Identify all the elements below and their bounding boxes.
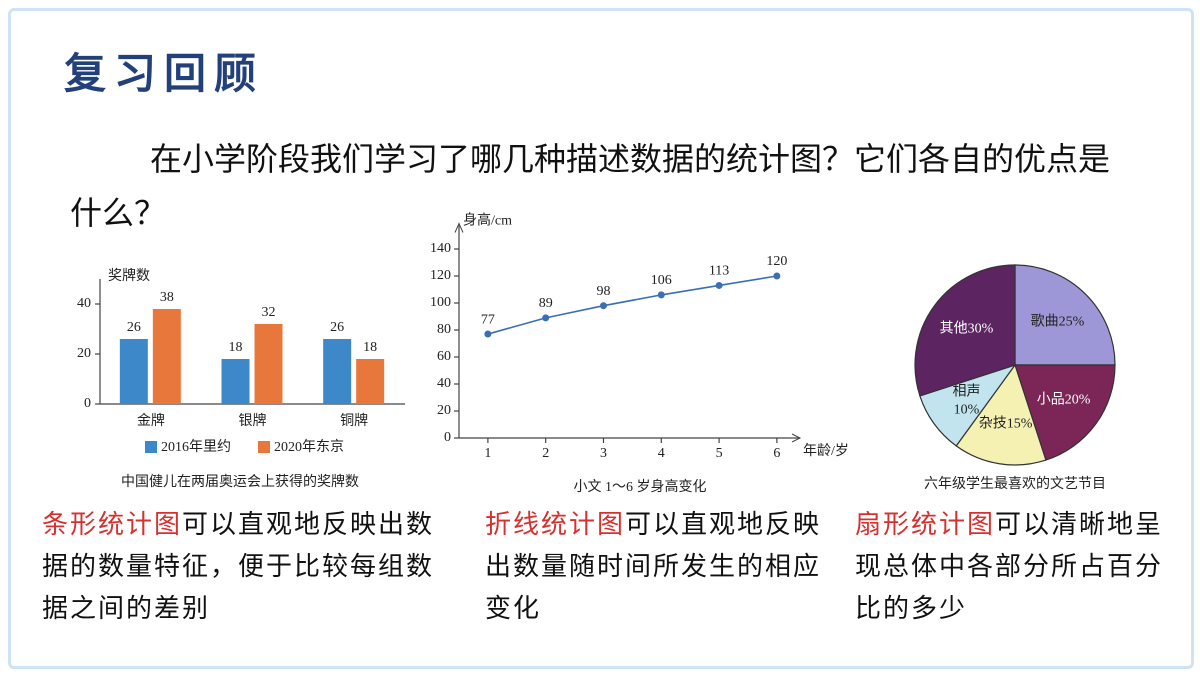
slice-label: 歌曲25%: [1031, 314, 1085, 330]
value-label: 26: [127, 320, 141, 335]
slice-category: 相声: [952, 383, 980, 399]
x-tick-label: 3: [600, 446, 607, 461]
question: 在小学阶段我们学习了哪几种描述数据的统计图？它们各自的优点是什么？: [70, 140, 1111, 232]
y-tick-label: 80: [437, 322, 451, 337]
y-tick-label: 0: [444, 430, 451, 445]
slice-label: 杂技15%: [979, 415, 1033, 431]
x-tick-label: 4: [658, 446, 665, 461]
slice: [1014, 264, 1116, 366]
legend-label: 2016年里约: [161, 439, 231, 455]
bar: [254, 324, 283, 404]
x-tick-label: 金牌: [137, 412, 165, 429]
slice-value: 10%: [954, 402, 980, 417]
note-text: 可以清晰地呈现总体中各部分所占百分比的多少: [855, 510, 1164, 624]
caption: 小文 1～6 岁身高变化: [574, 478, 707, 495]
y-tick-label: 100: [430, 295, 451, 310]
bar: [323, 339, 352, 404]
value-label: 89: [539, 296, 553, 311]
slice-category: 杂技: [979, 415, 1007, 431]
point: [484, 330, 492, 338]
x-tick-label: 5: [716, 446, 723, 461]
slice-value: 20%: [1065, 392, 1091, 407]
y-tick-label: 20: [437, 403, 451, 418]
y-tick-label: 120: [430, 268, 451, 283]
note: 折线统计图可以直观地反映出数量随时间所发生的相应变化: [485, 504, 830, 630]
bar: [356, 359, 385, 404]
axis-arrow: [454, 222, 464, 233]
slice-category: 其他: [940, 321, 968, 337]
slice: [955, 363, 1047, 466]
slice: [914, 264, 1016, 397]
legend-label: 2020年东京: [274, 439, 344, 455]
point: [715, 281, 723, 289]
value-label: 26: [330, 320, 344, 335]
x-tick-label: 铜牌: [340, 412, 368, 429]
value-label: 98: [596, 284, 610, 299]
x-tick-label: 1: [484, 446, 491, 461]
y-axis-label: 身高/cm: [463, 212, 512, 229]
x-tick-label: 2: [542, 446, 549, 461]
point: [542, 314, 550, 322]
note: 扇形统计图可以清晰地呈现总体中各部分所占百分比的多少: [855, 504, 1185, 630]
value-label: 120: [766, 254, 787, 269]
y-axis-label: 奖牌数: [108, 267, 150, 284]
legend-swatch: [258, 441, 270, 453]
value-label: 18: [229, 340, 243, 355]
slice-label: 小品20%: [1037, 391, 1091, 407]
slice-category: 小品: [1037, 391, 1065, 407]
value-label: 113: [709, 264, 729, 279]
point: [773, 272, 781, 280]
note-text: 可以直观地反映出数量随时间所发生的相应变化: [485, 510, 822, 624]
axis-arrow: [791, 433, 802, 443]
bar: [221, 359, 250, 404]
y-tick-label: 0: [84, 396, 91, 411]
y-tick-label: 40: [437, 376, 451, 391]
y-tick-label: 60: [437, 349, 451, 364]
value-label: 18: [363, 340, 377, 355]
x-axis-label: 年龄/岁: [803, 443, 849, 459]
caption: 六年级学生最喜欢的文艺节目: [924, 476, 1106, 492]
note-term: 扇形统计图: [855, 510, 996, 540]
slice-value: 15%: [1007, 416, 1033, 431]
frame: [8, 8, 1194, 669]
y-tick-label: 40: [77, 296, 91, 311]
slice-category: 歌曲: [1031, 314, 1059, 330]
note-term: 折线统计图: [485, 510, 626, 540]
title: 复习回顾: [64, 49, 265, 98]
y-tick-label: 140: [430, 241, 451, 256]
value-label: 32: [262, 305, 276, 320]
caption: 中国健儿在两届奥运会上获得的奖牌数: [121, 473, 359, 490]
x-tick-label: 6: [773, 446, 780, 461]
x-tick-label: 银牌: [239, 412, 267, 429]
line: [487, 275, 778, 335]
note-term: 条形统计图: [42, 510, 183, 540]
point: [657, 291, 665, 299]
bar: [152, 309, 181, 404]
point: [599, 302, 607, 310]
bar: [119, 339, 148, 404]
value-label: 38: [160, 290, 174, 305]
value-label: 106: [651, 273, 672, 288]
legend-swatch: [145, 441, 157, 453]
value-label: 77: [481, 312, 495, 327]
note: 条形统计图可以直观地反映出数据的数量特征，便于比较每组数据之间的差别: [42, 504, 452, 630]
note-text: 可以直观地反映出数据的数量特征，便于比较每组数据之间的差别: [42, 510, 435, 624]
y-tick-label: 20: [77, 346, 91, 361]
slice: [1014, 364, 1116, 461]
slice-label: 相声 10%: [952, 383, 980, 417]
slice-value: 30%: [968, 322, 994, 337]
slice-value: 25%: [1059, 315, 1085, 330]
slice-label: 其他30%: [940, 321, 994, 337]
